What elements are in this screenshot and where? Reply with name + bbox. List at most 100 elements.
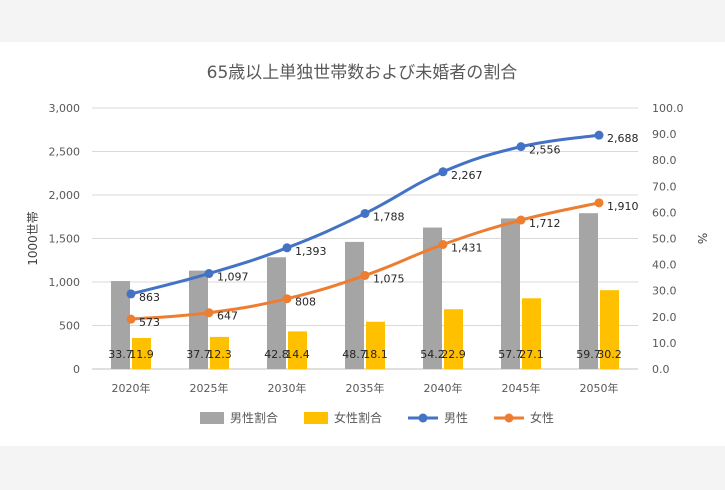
legend-label: 男性 (444, 411, 468, 425)
bar-男性割合 (111, 281, 130, 369)
right-tick-label: 70.0 (652, 180, 677, 193)
legend-item-女性: 女性 (494, 410, 554, 425)
bar-value-label: 37.7 (186, 348, 211, 361)
point-男性 (204, 269, 214, 279)
bar-value-label: 54.2 (420, 348, 445, 361)
point-女性 (516, 215, 526, 225)
legend-swatch-marker (418, 413, 428, 423)
x-tick-label: 2030年 (268, 381, 307, 395)
left-tick-label: 1,500 (49, 233, 81, 246)
bar-女性割合 (522, 298, 541, 369)
right-axis-title: % (695, 233, 709, 244)
point-男性 (360, 208, 370, 218)
line-value-label: 1,910 (607, 200, 639, 213)
right-tick-label: 20.0 (652, 311, 677, 324)
bar-value-label: 22.9 (441, 348, 466, 361)
bars (111, 213, 619, 369)
bar-男性割合 (189, 270, 208, 369)
bar-value-label: 12.3 (207, 348, 232, 361)
x-tick-label: 2050年 (580, 381, 619, 395)
line-value-label: 647 (217, 310, 238, 323)
point-男性 (516, 142, 526, 152)
legend-swatch (200, 412, 224, 424)
line-value-label: 808 (295, 296, 316, 309)
line-value-label: 573 (139, 316, 160, 329)
right-tick-label: 90.0 (652, 128, 677, 141)
chart: 65歳以上単独世帯数および未婚者の割合 33.7 37.7 42.8 48.7 54.2… (26, 63, 709, 425)
line-value-label: 1,431 (451, 242, 483, 255)
bar-女性割合 (366, 321, 385, 369)
legend-item-男性: 男性 (408, 411, 468, 425)
point-女性 (360, 270, 370, 280)
left-tick-label: 0 (73, 363, 80, 376)
bar-女性割合 (132, 337, 151, 369)
chart-card: 65歳以上単独世帯数および未婚者の割合 33.7 37.7 42.8 48.7 54.2… (0, 42, 725, 446)
bar-value-label: 30.2 (597, 348, 622, 361)
right-tick-label: 60.0 (652, 206, 677, 219)
bar-男性割合 (267, 257, 286, 369)
bar-男性割合 (423, 227, 442, 369)
bar-value-label: 59.7 (576, 348, 601, 361)
right-tick-label: 40.0 (652, 259, 677, 272)
bar-女性割合 (210, 336, 229, 369)
point-男性 (438, 167, 448, 177)
right-tick-label: 0.0 (652, 363, 670, 376)
legend-item-男性割合: 男性割合 (200, 410, 278, 425)
x-tick-label: 2045年 (502, 381, 541, 395)
bar-男性割合 (345, 241, 364, 369)
left-tick-label: 2,500 (49, 146, 81, 159)
x-tick-label: 2035年 (346, 381, 385, 395)
right-tick-label: 50.0 (652, 233, 677, 246)
x-tick-label: 2040年 (424, 381, 463, 395)
legend-label: 女性割合 (334, 410, 382, 425)
point-女性 (282, 294, 292, 304)
point-男性 (594, 130, 604, 140)
left-tick-label: 1,000 (49, 276, 81, 289)
line-value-label: 1,075 (373, 272, 405, 285)
bar-女性割合 (600, 290, 619, 369)
left-tick-label: 500 (59, 320, 80, 333)
bar-value-label: 11.9 (129, 348, 154, 361)
legend-label: 男性割合 (230, 410, 278, 425)
legend: 男性割合 女性割合 男性 女性 (200, 410, 554, 425)
point-女性 (594, 198, 604, 208)
bar-女性割合 (288, 331, 307, 369)
legend-item-女性割合: 女性割合 (304, 410, 382, 425)
right-tick-label: 10.0 (652, 337, 677, 350)
bar-value-label: 57.7 (498, 348, 523, 361)
right-tick-label: 80.0 (652, 154, 677, 167)
line-value-label: 2,556 (529, 144, 561, 157)
bar-value-label: 27.1 (519, 348, 544, 361)
line-value-label: 1,393 (295, 245, 327, 258)
legend-swatch (304, 412, 328, 424)
line-value-label: 1,097 (217, 271, 249, 284)
bar-value-label: 48.7 (342, 348, 367, 361)
bar-value-label: 42.8 (264, 348, 289, 361)
bar-value-label: 18.1 (363, 348, 388, 361)
right-tick-label: 30.0 (652, 285, 677, 298)
line-value-label: 1,712 (529, 217, 561, 230)
point-女性 (204, 308, 214, 318)
line-value-label: 2,688 (607, 132, 639, 145)
point-男性 (126, 289, 136, 299)
bar-男性割合 (579, 213, 598, 369)
x-tick-label: 2025年 (190, 381, 229, 395)
bar-value-label: 14.4 (285, 348, 310, 361)
left-tick-label: 3,000 (49, 102, 81, 115)
line-value-label: 1,788 (373, 210, 405, 223)
left-axis-title: 1000世帯 (26, 211, 40, 266)
bar-value-label: 33.7 (108, 348, 133, 361)
point-男性 (282, 243, 292, 253)
chart-title: 65歳以上単独世帯数および未婚者の割合 (207, 63, 518, 83)
legend-label: 女性 (530, 410, 554, 425)
left-tick-label: 2,000 (49, 189, 81, 202)
point-女性 (438, 240, 448, 250)
line-value-label: 2,267 (451, 169, 483, 182)
line-series (126, 130, 604, 324)
point-女性 (126, 314, 136, 324)
legend-swatch-marker (504, 413, 514, 423)
axes: 0 500 1,000 1,500 2,000 2,500 3,000 0.0 10.0 20.0… (26, 102, 709, 395)
data-labels: 33.7 37.7 42.8 48.7 54.2 57.7 59.7 11.9 12.3 14.4… (108, 132, 638, 361)
bar-男性割合 (501, 218, 520, 369)
right-tick-label: 100.0 (652, 102, 684, 115)
